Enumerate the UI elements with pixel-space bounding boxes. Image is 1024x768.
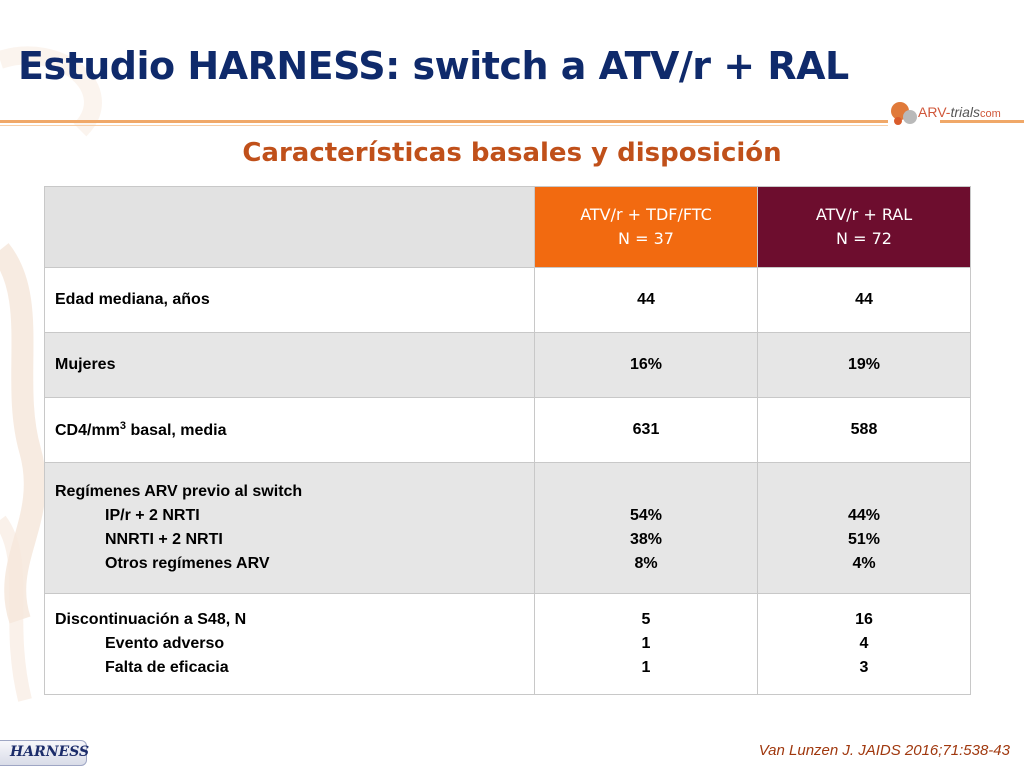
study-badge-label: HARNESS (10, 744, 90, 760)
age-value-a: 44 (534, 267, 758, 333)
women-value-a: 16% (534, 332, 758, 398)
header-atv-ral: ATV/r + RAL N = 72 (757, 186, 971, 268)
row-label-age: Edad mediana, años (44, 267, 535, 333)
cd4-value-a: 631 (534, 397, 758, 463)
regimen-other-value-a: 8% (634, 555, 658, 572)
logo-text: ARV-trialscom (918, 104, 1001, 120)
logo-brand: ARV- (918, 104, 951, 120)
discontinuation-label-efficacy: Falta de eficacia (105, 659, 229, 676)
row-label-cd4: CD4/mm3 basal, media (44, 397, 535, 463)
table-row: Regímenes ARV previo al switch IP/r + 2 … (44, 462, 971, 594)
table-row: CD4/mm3 basal, media 631 588 (44, 397, 971, 463)
regimens-values-a: 54% 38% 8% (534, 462, 758, 594)
discontinuation-total-a: 5 (641, 611, 651, 628)
row-label-regimens: Regímenes ARV previo al switch IP/r + 2 … (44, 462, 535, 594)
cd4-value-b: 588 (757, 397, 971, 463)
regimen-label-ip: IP/r + 2 NRTI (105, 507, 200, 524)
discontinuation-adverse-b: 4 (859, 635, 869, 652)
header-b-name: ATV/r + RAL (815, 205, 913, 224)
header-b-n: N = 72 (836, 229, 892, 248)
citation: Van Lunzen J. JAIDS 2016;71:538-43 (758, 742, 1010, 759)
cd4-label-sup: 3 (119, 420, 127, 432)
header-atv-tdf-ftc: ATV/r + TDF/FTC N = 37 (534, 186, 758, 268)
baseline-characteristics-table: ATV/r + TDF/FTC N = 37 ATV/r + RAL N = 7… (44, 186, 971, 695)
header-a-name: ATV/r + TDF/FTC (580, 205, 712, 224)
regimen-ip-value-b: 44% (847, 507, 881, 524)
regimens-values-b: 44% 51% 4% (757, 462, 971, 594)
regimens-heading: Regímenes ARV previo al switch (55, 483, 303, 500)
row-label-discontinuation: Discontinuación a S48, N Evento adverso … (44, 593, 535, 695)
table-row: Edad mediana, años 44 44 (44, 267, 971, 333)
table-row: Discontinuación a S48, N Evento adverso … (44, 593, 971, 695)
regimen-label-nnrti: NNRTI + 2 NRTI (105, 531, 223, 548)
logo-com: com (980, 108, 1001, 120)
cd4-label-post: basal, media (126, 422, 227, 439)
discontinuation-total-b: 16 (855, 611, 873, 628)
discontinuation-efficacy-b: 3 (859, 659, 869, 676)
header-a-n: N = 37 (618, 229, 674, 248)
regimen-other-value-b: 4% (852, 555, 876, 572)
regimen-nnrti-value-a: 38% (629, 531, 663, 548)
title-underline (0, 120, 888, 123)
row-label-women: Mujeres (44, 332, 535, 398)
arv-trials-logo-icon (891, 102, 917, 125)
women-value-b: 19% (757, 332, 971, 398)
slide-subtitle: Características basales y disposición (242, 138, 782, 168)
age-value-b: 44 (757, 267, 971, 333)
discontinuation-label-adverse: Evento adverso (105, 635, 225, 652)
regimen-nnrti-value-b: 51% (847, 531, 881, 548)
title-underline-right (940, 120, 1024, 123)
table-row: Mujeres 16% 19% (44, 332, 971, 398)
discontinuation-values-a: 5 1 1 (534, 593, 758, 695)
title-underline-thin (0, 125, 888, 126)
logo-trials: trials (950, 104, 980, 120)
discontinuation-heading: Discontinuación a S48, N (55, 611, 247, 628)
discontinuation-efficacy-a: 1 (641, 659, 651, 676)
table-header-row: ATV/r + TDF/FTC N = 37 ATV/r + RAL N = 7… (44, 186, 971, 268)
slide-title: Estudio HARNESS: switch a ATV/r + RAL (18, 44, 849, 88)
regimen-label-other: Otros regímenes ARV (105, 555, 270, 572)
discontinuation-adverse-a: 1 (641, 635, 651, 652)
discontinuation-values-b: 16 4 3 (757, 593, 971, 695)
cd4-label-pre: CD4/mm (55, 422, 120, 439)
study-badge (0, 740, 87, 766)
regimen-ip-value-a: 54% (629, 507, 663, 524)
header-empty-cell (44, 186, 535, 268)
